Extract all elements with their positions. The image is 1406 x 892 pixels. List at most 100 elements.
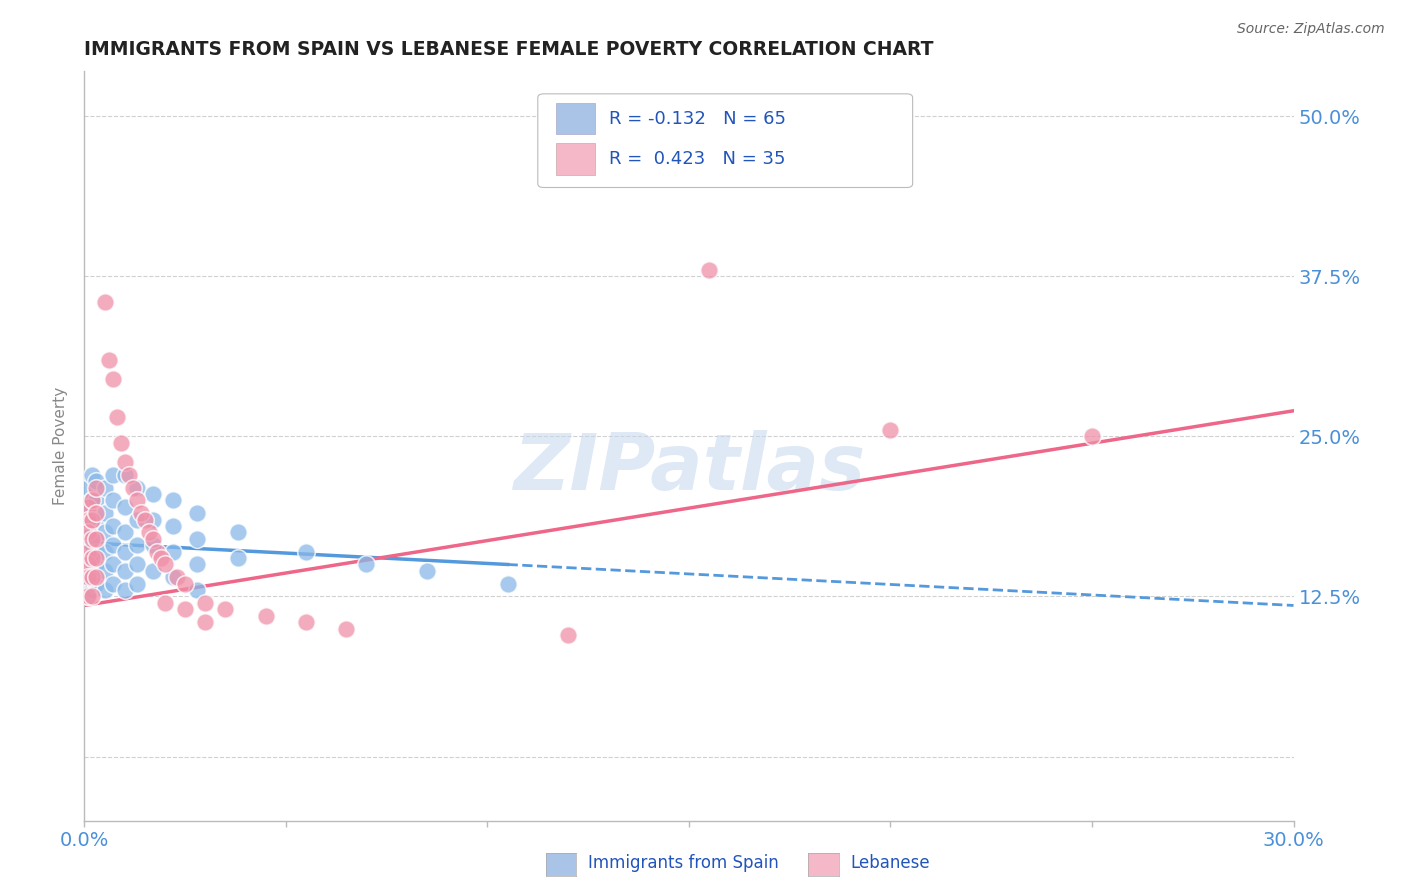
Point <box>82 564 104 578</box>
Point <box>101 576 124 591</box>
Point <box>214 602 236 616</box>
Point <box>82 493 104 508</box>
Point <box>114 467 136 482</box>
Point <box>77 570 100 584</box>
Point <box>77 544 100 558</box>
Point <box>86 544 108 558</box>
Point <box>77 481 100 495</box>
Point <box>1081 429 1104 443</box>
Point <box>226 525 249 540</box>
Point <box>114 500 136 514</box>
Point <box>82 570 104 584</box>
Point <box>416 564 439 578</box>
Point <box>295 615 318 629</box>
Point <box>114 544 136 558</box>
Point <box>142 532 165 546</box>
Point <box>93 481 115 495</box>
Point <box>186 506 208 520</box>
Point <box>82 513 104 527</box>
Text: Lebanese: Lebanese <box>851 855 931 872</box>
Point <box>496 576 519 591</box>
Point <box>153 558 176 572</box>
Point <box>101 467 124 482</box>
Point <box>162 544 184 558</box>
Point <box>125 481 148 495</box>
Point <box>86 513 108 527</box>
Point <box>114 455 136 469</box>
Point <box>295 544 318 558</box>
Point <box>557 628 579 642</box>
Point <box>86 576 108 591</box>
Point <box>174 602 197 616</box>
Point <box>82 583 104 598</box>
Point <box>134 513 156 527</box>
Point <box>86 551 108 566</box>
FancyBboxPatch shape <box>555 144 595 175</box>
Point <box>114 583 136 598</box>
Point <box>125 538 148 552</box>
Point <box>82 467 104 482</box>
Point <box>142 513 165 527</box>
Point <box>77 544 100 558</box>
Point <box>93 583 115 598</box>
Point <box>77 590 100 604</box>
Point <box>86 493 108 508</box>
Point <box>194 596 217 610</box>
Point <box>97 352 120 367</box>
Point <box>879 423 901 437</box>
Point <box>114 564 136 578</box>
Point <box>82 551 104 566</box>
Point <box>105 410 128 425</box>
Point <box>125 513 148 527</box>
Point <box>86 481 108 495</box>
Point <box>77 558 100 572</box>
Point <box>77 513 100 527</box>
Point <box>101 538 124 552</box>
Point <box>93 294 115 309</box>
Text: R = -0.132   N = 65: R = -0.132 N = 65 <box>609 110 786 128</box>
Point <box>121 481 143 495</box>
Point <box>77 525 100 540</box>
Point <box>138 525 160 540</box>
Point <box>114 525 136 540</box>
Point <box>194 615 217 629</box>
Point <box>186 532 208 546</box>
Point <box>125 558 148 572</box>
Point <box>77 558 100 572</box>
Point <box>93 544 115 558</box>
Point <box>82 493 104 508</box>
Point <box>146 544 169 558</box>
Point <box>77 500 100 514</box>
Point <box>129 506 152 520</box>
Point <box>77 513 100 527</box>
Point <box>149 551 172 566</box>
Text: IMMIGRANTS FROM SPAIN VS LEBANESE FEMALE POVERTY CORRELATION CHART: IMMIGRANTS FROM SPAIN VS LEBANESE FEMALE… <box>84 39 934 59</box>
Point <box>86 532 108 546</box>
Point <box>101 519 124 533</box>
FancyBboxPatch shape <box>555 103 595 135</box>
Text: Source: ZipAtlas.com: Source: ZipAtlas.com <box>1237 22 1385 37</box>
Point <box>86 558 108 572</box>
Point <box>77 551 100 566</box>
Point <box>142 487 165 501</box>
Point <box>335 622 357 636</box>
Point <box>226 551 249 566</box>
Point <box>166 570 188 584</box>
Point <box>86 506 108 520</box>
Point <box>101 493 124 508</box>
Point <box>93 564 115 578</box>
Point <box>101 558 124 572</box>
Point <box>153 596 176 610</box>
Point <box>86 570 108 584</box>
Point <box>82 590 104 604</box>
Point <box>101 372 124 386</box>
Point <box>86 474 108 488</box>
Point <box>186 558 208 572</box>
Text: Immigrants from Spain: Immigrants from Spain <box>588 855 779 872</box>
Point <box>93 506 115 520</box>
Point <box>118 467 141 482</box>
Point <box>82 513 104 527</box>
Point <box>82 525 104 540</box>
Point <box>125 576 148 591</box>
Point <box>86 532 108 546</box>
